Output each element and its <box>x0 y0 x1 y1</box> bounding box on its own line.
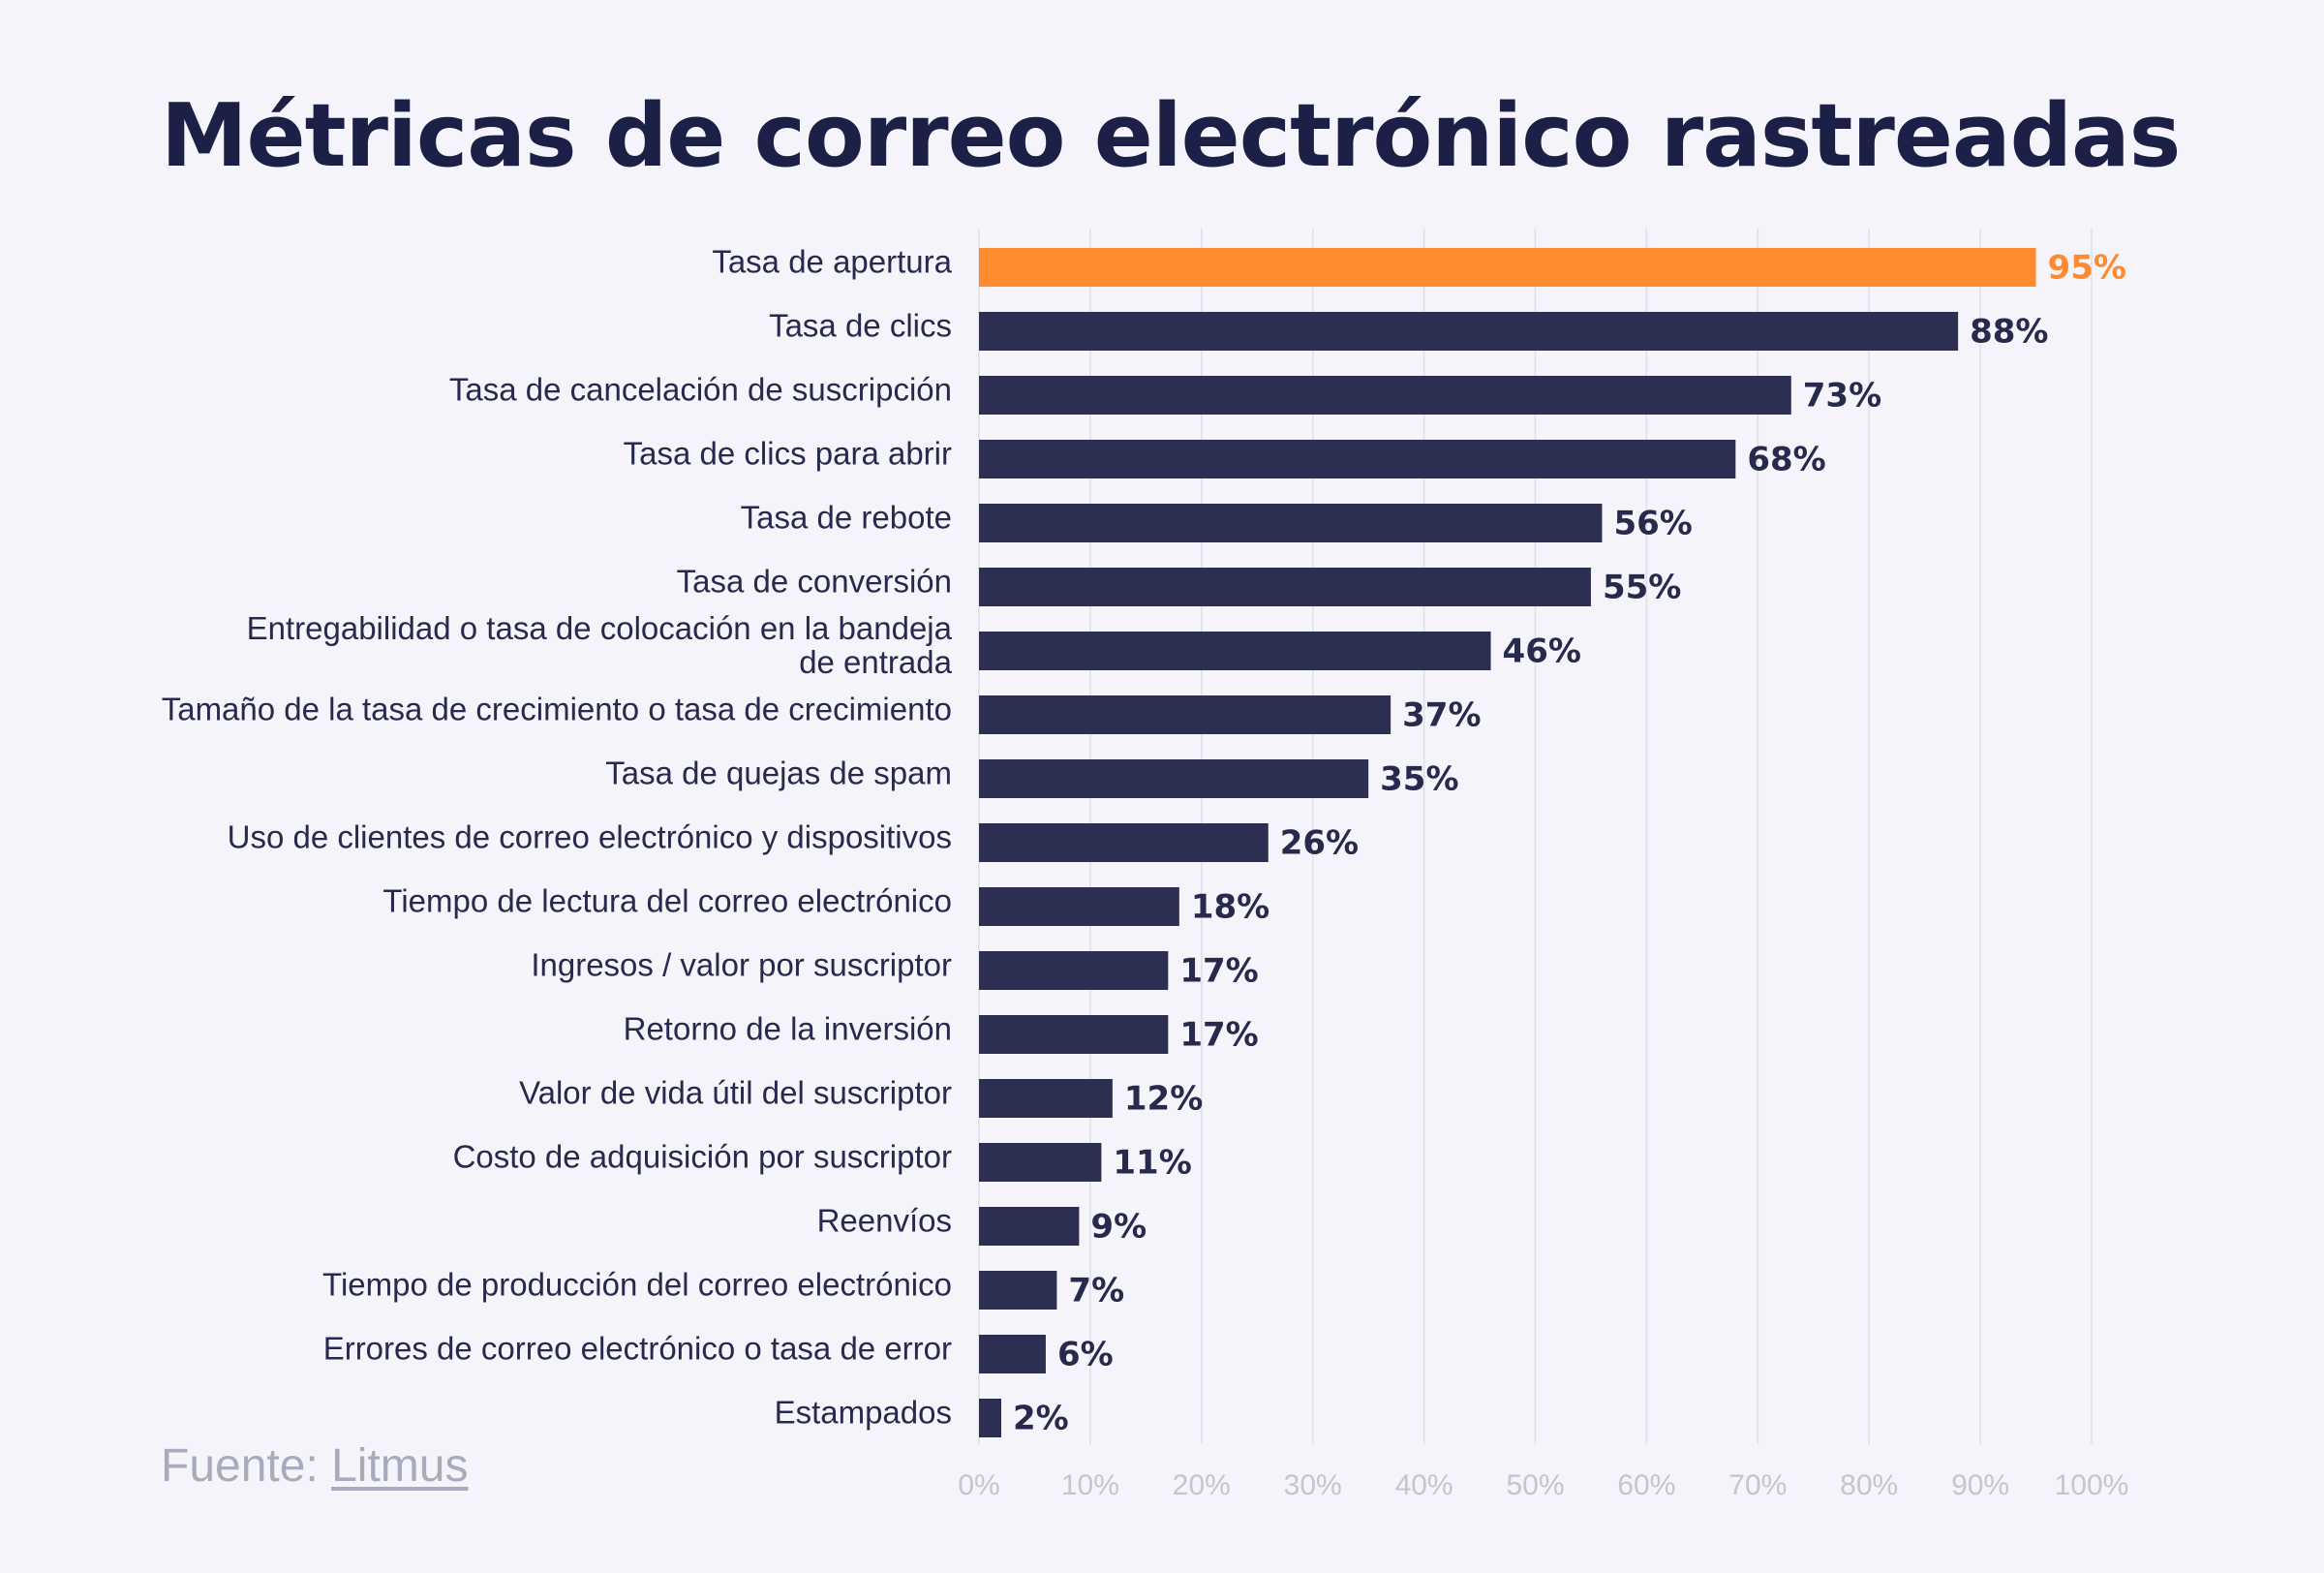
bar <box>979 823 1269 862</box>
value-label: 35% <box>1380 760 1458 799</box>
value-label: 7% <box>1068 1272 1124 1311</box>
bar <box>979 1015 1169 1054</box>
x-tick-label: 20% <box>1173 1469 1231 1501</box>
x-tick-label: 100% <box>2055 1469 2129 1501</box>
value-label: 88% <box>1970 313 2048 352</box>
value-label: 12% <box>1124 1080 1203 1119</box>
x-tick-label: 60% <box>1617 1469 1675 1501</box>
value-label: 56% <box>1613 505 1692 543</box>
x-tick-label: 40% <box>1395 1469 1453 1501</box>
value-label: 11% <box>1113 1144 1191 1183</box>
value-label: 17% <box>1179 1016 1258 1055</box>
value-label: 6% <box>1057 1336 1114 1374</box>
x-tick-label: 10% <box>1061 1469 1119 1501</box>
value-label: 17% <box>1179 952 1258 991</box>
bar <box>979 695 1391 734</box>
category-label: Ingresos / valor por suscriptor <box>531 947 952 983</box>
bar <box>979 568 1591 606</box>
bar <box>979 504 1603 542</box>
bar <box>979 1335 1046 1373</box>
value-label: 9% <box>1090 1208 1147 1247</box>
value-label: 73% <box>1803 377 1881 416</box>
value-label: 2% <box>1013 1400 1069 1438</box>
bar <box>979 887 1179 926</box>
category-label: Costo de adquisición por suscriptor <box>453 1139 952 1175</box>
category-label: Tasa de quejas de spam <box>605 756 952 791</box>
bar <box>979 440 1736 478</box>
value-label: 95% <box>2048 249 2126 288</box>
category-label: Valor de vida útil del suscriptor <box>519 1075 952 1111</box>
bar <box>979 1271 1057 1310</box>
value-label: 46% <box>1503 632 1581 671</box>
bar <box>979 632 1491 670</box>
category-label: Tiempo de producción del correo electrón… <box>322 1267 952 1303</box>
category-label: Tasa de apertura <box>712 244 952 280</box>
x-tick-label: 0% <box>958 1469 999 1501</box>
value-label: 26% <box>1280 824 1359 863</box>
x-tick-label: 30% <box>1284 1469 1342 1501</box>
category-label: Reenvíos <box>817 1203 952 1239</box>
bar <box>979 759 1369 798</box>
category-label: de entrada <box>799 644 952 680</box>
x-tick-label: 90% <box>1951 1469 2009 1501</box>
category-label: Tasa de rebote <box>741 500 952 536</box>
category-label: Tamaño de la tasa de crecimiento o tasa … <box>162 692 952 727</box>
source-prefix: Fuente: <box>161 1440 332 1492</box>
source-note: Fuente: Litmus <box>161 1439 468 1493</box>
category-label: Uso de clientes de correo electrónico y … <box>228 819 952 855</box>
category-label: Tasa de conversión <box>677 564 952 600</box>
category-label: Retorno de la inversión <box>624 1011 952 1047</box>
bar <box>979 951 1169 990</box>
category-label: Tasa de clics para abrir <box>624 436 952 472</box>
source-link[interactable]: Litmus <box>331 1440 469 1492</box>
bar <box>979 1143 1102 1182</box>
category-label: Tasa de cancelación de suscripción <box>449 372 952 408</box>
value-label: 18% <box>1191 888 1269 927</box>
x-tick-label: 50% <box>1506 1469 1564 1501</box>
category-label: Tiempo de lectura del correo electrónico <box>382 883 952 919</box>
x-tick-label: 70% <box>1728 1469 1787 1501</box>
bar <box>979 1399 1001 1437</box>
bar <box>979 248 2036 287</box>
x-tick-label: 80% <box>1840 1469 1898 1501</box>
bar <box>979 1079 1113 1118</box>
category-label: Errores de correo electrónico o tasa de … <box>323 1331 952 1367</box>
bar <box>979 376 1791 415</box>
category-label: Estampados <box>775 1395 952 1431</box>
bar <box>979 312 1959 351</box>
category-label: Entregabilidad o tasa de colocación en l… <box>247 610 953 646</box>
bar <box>979 1207 1080 1246</box>
value-label: 68% <box>1747 441 1825 479</box>
value-label: 37% <box>1402 696 1481 735</box>
value-label: 55% <box>1603 569 1681 607</box>
chart-title: Métricas de correo electrónico rastreada… <box>161 85 2181 187</box>
category-label: Tasa de clics <box>769 308 952 344</box>
